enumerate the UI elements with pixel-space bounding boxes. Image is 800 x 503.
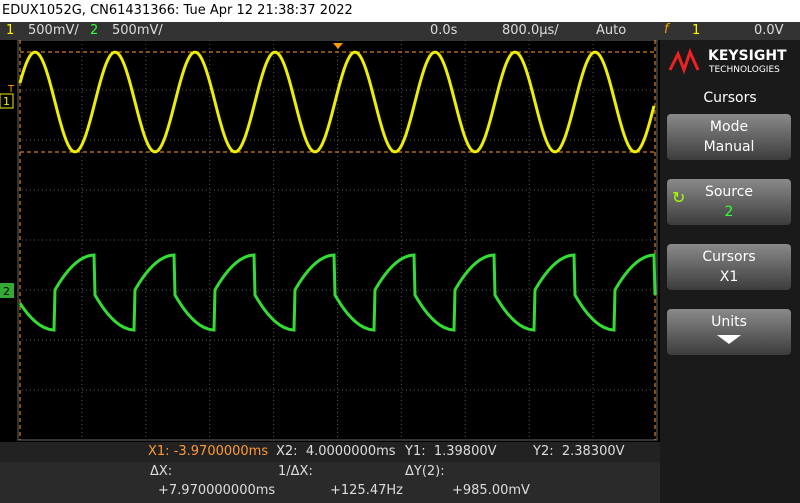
ch2-scale: 500mV/: [112, 23, 163, 38]
brand-logo: [668, 48, 700, 75]
x2-readout: X2: 4.0000000ms: [276, 444, 396, 459]
readout-row1: [0, 442, 660, 462]
mode-button[interactable]: Mode Manual: [667, 114, 791, 160]
ch2-marker: 2: [3, 285, 10, 298]
timebase: 800.0µs/: [502, 23, 559, 38]
cursors-button[interactable]: Cursors X1: [667, 244, 791, 290]
trigger-mode: Auto: [596, 23, 627, 38]
graticule: [18, 40, 657, 440]
dy-label: ΔY(2):: [405, 464, 445, 479]
y1-readout: Y1: 1.39800V: [405, 444, 497, 459]
y2-readout: Y2: 2.38300V: [533, 444, 625, 459]
trigger-marker: T: [7, 84, 15, 95]
button-value: X1: [719, 269, 739, 285]
ch2-marker-box: [0, 283, 14, 298]
button-label: Cursors: [702, 249, 756, 265]
ch1-num: 1: [6, 23, 15, 38]
status-bar: [0, 22, 800, 40]
button-value: 2: [724, 204, 734, 220]
delay: 0.0s: [430, 23, 458, 38]
inv-dx-value: +125.47Hz: [330, 483, 403, 498]
ch1-waveform: [18, 50, 656, 154]
button-label: Units: [711, 314, 747, 330]
brand: KEYSIGHT: [708, 48, 787, 64]
dy-value: +985.00mV: [452, 483, 530, 498]
title-bar: EDUX1052G, CN61431366: Tue Apr 12 21:38:…: [0, 0, 800, 22]
ch1-marker-box: [0, 93, 14, 109]
button-label: Mode: [709, 119, 749, 135]
knob-icon: ↻: [672, 188, 686, 207]
inv-dx-label: 1/ΔX:: [278, 464, 313, 479]
source-button[interactable]: Source 2 ↻: [667, 179, 791, 225]
ch1-scale: 500mV/: [28, 23, 79, 38]
units-button[interactable]: Units: [667, 309, 791, 355]
trigger-source: 1: [692, 23, 701, 38]
down-arrow: [717, 335, 741, 344]
button-value: Manual: [703, 139, 755, 155]
ch1-marker: 1: [3, 95, 10, 108]
brand-sub: TECHNOLOGIES: [709, 65, 780, 75]
trigger-level: 0.0V: [754, 23, 784, 38]
trigger-icon: f: [664, 22, 669, 37]
readout-row2: [0, 462, 660, 503]
dx-value: +7.970000000ms: [158, 483, 276, 498]
x1-readout: X1: -3.9700000ms: [148, 444, 269, 459]
ch2-num: 2: [90, 23, 99, 38]
trigger-position: [333, 43, 343, 49]
button-label: Source: [704, 184, 754, 200]
dx-label: ΔX:: [150, 464, 173, 479]
menu-title: Cursors: [703, 90, 757, 106]
ch2-waveform: [18, 253, 657, 332]
waveform-display: T 1 2: [0, 40, 658, 441]
